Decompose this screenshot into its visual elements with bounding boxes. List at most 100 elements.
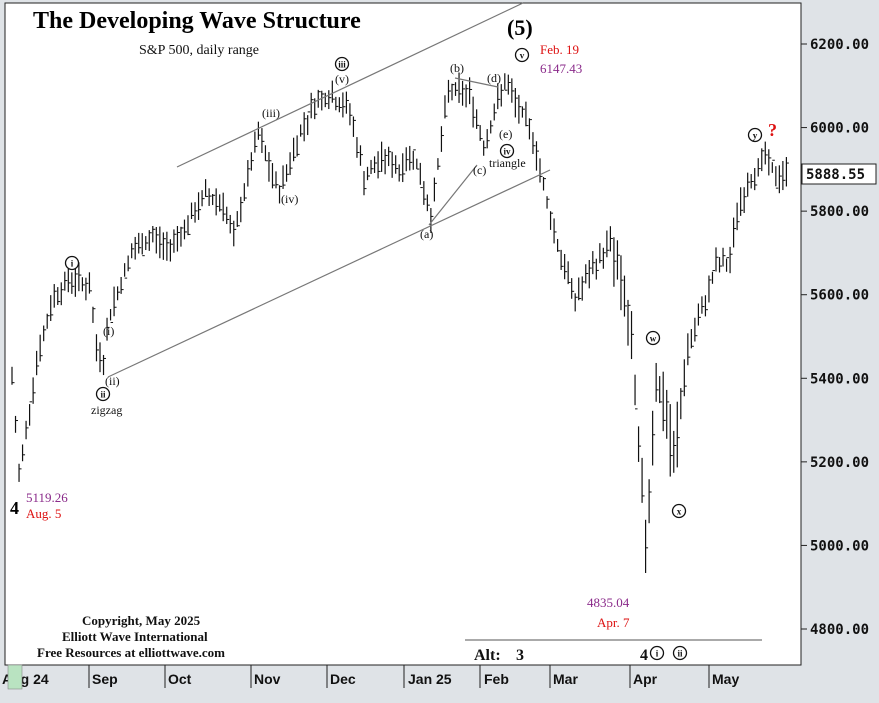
price-bar bbox=[131, 243, 135, 259]
price-bar bbox=[458, 72, 462, 103]
price-bar bbox=[556, 238, 561, 252]
svg-text:v: v bbox=[520, 51, 525, 61]
price-bar bbox=[507, 74, 511, 95]
wave-4-label: 4 bbox=[10, 498, 19, 518]
price-bar bbox=[74, 267, 78, 297]
price-bar bbox=[486, 129, 490, 149]
price-bar bbox=[433, 177, 437, 202]
price-bar bbox=[60, 282, 64, 306]
price-bars bbox=[11, 72, 789, 573]
price-bar bbox=[11, 366, 15, 385]
price-bar bbox=[472, 96, 476, 128]
x-tick-label: Apr bbox=[633, 671, 658, 687]
price-bar bbox=[194, 202, 198, 223]
price-bar bbox=[289, 152, 293, 176]
wave-label-a: (a) bbox=[420, 227, 433, 241]
x-tick-label: Sep bbox=[92, 671, 118, 687]
price-bar bbox=[102, 354, 107, 376]
price-bar bbox=[141, 233, 145, 257]
price-bar bbox=[694, 317, 698, 342]
price-bar bbox=[92, 306, 96, 323]
wave-label-iii: (iii) bbox=[262, 106, 280, 120]
wave-labels: (i) (i) (ii) (iii) (iv) (v) (a) (b) (c) … bbox=[66, 15, 533, 417]
svg-text:iv: iv bbox=[503, 147, 511, 157]
svg-text:y: y bbox=[753, 131, 758, 141]
price-bar bbox=[539, 158, 543, 183]
price-bar bbox=[113, 286, 117, 317]
price-bar bbox=[205, 179, 209, 197]
price-bar bbox=[363, 171, 367, 196]
price-bar bbox=[725, 257, 730, 272]
wave-triangle: triangle bbox=[489, 156, 526, 170]
price-bar bbox=[535, 141, 539, 171]
price-bar bbox=[778, 165, 782, 194]
price-bar bbox=[564, 253, 568, 280]
price-bar bbox=[303, 112, 307, 142]
price-bar bbox=[14, 415, 19, 433]
price-bar bbox=[775, 166, 779, 189]
price-bar bbox=[29, 401, 33, 426]
question-mark: ? bbox=[768, 120, 777, 140]
price-bar bbox=[229, 214, 233, 234]
swatch bbox=[7, 664, 23, 690]
price-bar bbox=[176, 225, 180, 252]
price-bar bbox=[687, 333, 691, 366]
price-bar bbox=[321, 90, 325, 111]
price-bar bbox=[574, 293, 578, 312]
svg-text:iii: iii bbox=[338, 60, 346, 70]
price-bar bbox=[81, 277, 85, 292]
price-bar bbox=[349, 103, 353, 126]
price-bar bbox=[208, 188, 212, 206]
circle-y: y bbox=[747, 127, 763, 143]
price-bar bbox=[197, 192, 202, 220]
price-bar bbox=[373, 156, 378, 174]
price-bar bbox=[581, 276, 585, 301]
price-bar bbox=[264, 145, 268, 162]
x-tick-label: Oct bbox=[168, 671, 192, 687]
price-bar bbox=[430, 208, 434, 233]
price-bar bbox=[771, 159, 775, 173]
price-bar bbox=[377, 151, 381, 179]
x-axis: Aug 24 Sep Oct Nov Dec Jan 25 Feb Mar Apr May bbox=[2, 665, 739, 688]
price-bar bbox=[180, 226, 184, 247]
price-bar bbox=[215, 188, 219, 216]
price-bar bbox=[236, 211, 240, 227]
price-bar bbox=[88, 272, 92, 294]
price-bar bbox=[476, 109, 480, 129]
price-bar bbox=[532, 132, 536, 155]
price-bar bbox=[18, 463, 22, 482]
price-bar bbox=[729, 246, 733, 274]
price-bar bbox=[416, 158, 420, 170]
x-tick-label: Feb bbox=[484, 671, 509, 687]
last-price: 5888.55 bbox=[806, 167, 865, 183]
price-bar bbox=[138, 232, 142, 254]
price-bar bbox=[609, 226, 613, 252]
price-bar bbox=[296, 135, 300, 157]
price-bar bbox=[623, 275, 627, 317]
wave-zigzag: zigzag bbox=[91, 403, 122, 417]
price-bar bbox=[419, 162, 423, 189]
circle-w: w bbox=[645, 330, 661, 346]
price-bar bbox=[412, 149, 416, 170]
price-bar bbox=[190, 202, 195, 220]
price-bar bbox=[683, 359, 687, 397]
price-bar bbox=[588, 259, 592, 289]
price-bar bbox=[528, 118, 532, 140]
price-bar bbox=[732, 217, 737, 248]
price-bar bbox=[187, 215, 191, 236]
price-bar bbox=[630, 311, 635, 360]
price-bar bbox=[99, 342, 103, 373]
low-apr-price: 4835.04 bbox=[587, 595, 630, 610]
price-bar bbox=[257, 121, 261, 140]
price-bar bbox=[754, 167, 758, 191]
price-bar bbox=[310, 92, 314, 119]
price-bar bbox=[718, 257, 723, 273]
price-bar bbox=[620, 255, 624, 311]
price-bar bbox=[243, 183, 247, 202]
svg-text:ii: ii bbox=[100, 390, 106, 400]
price-bar bbox=[736, 202, 740, 231]
price-bar bbox=[518, 94, 522, 124]
price-bar bbox=[521, 106, 525, 118]
price-bar bbox=[152, 226, 156, 243]
